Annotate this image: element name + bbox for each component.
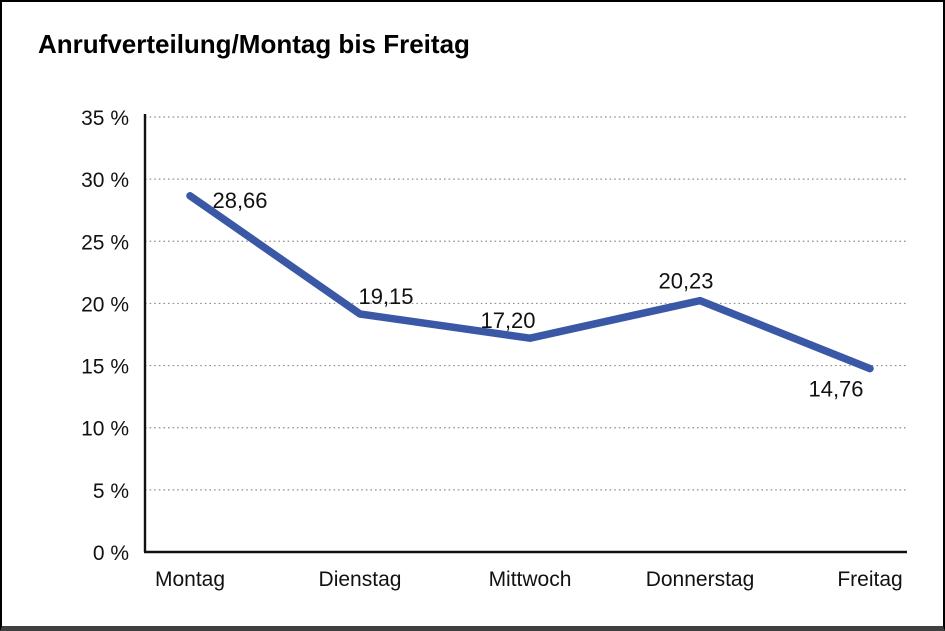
x-category-label: Donnerstag <box>646 568 755 591</box>
x-category-label: Montag <box>155 568 225 591</box>
y-tick-label: 30 % <box>81 169 129 192</box>
data-point-label: 14,76 <box>808 377 863 402</box>
y-tick-label: 35 % <box>81 107 129 130</box>
y-tick-label: 15 % <box>81 356 129 379</box>
chart-title: Anrufverteilung/Montag bis Freitag <box>38 29 470 59</box>
x-category-label: Mittwoch <box>489 568 572 591</box>
y-tick-label: 20 % <box>81 293 129 316</box>
x-category-label: Freitag <box>837 568 902 591</box>
data-point-label: 17,20 <box>480 308 535 333</box>
y-tick-label: 10 % <box>81 418 129 441</box>
y-tick-label: 5 % <box>93 480 129 503</box>
x-category-label: Dienstag <box>319 568 402 591</box>
data-point-label: 19,15 <box>358 284 413 309</box>
y-tick-label: 25 % <box>81 231 129 254</box>
data-series-line <box>186 192 874 373</box>
data-point-label: 28,66 <box>212 188 267 213</box>
data-point-label: 20,23 <box>658 269 713 294</box>
y-tick-label: 0 % <box>93 542 129 565</box>
